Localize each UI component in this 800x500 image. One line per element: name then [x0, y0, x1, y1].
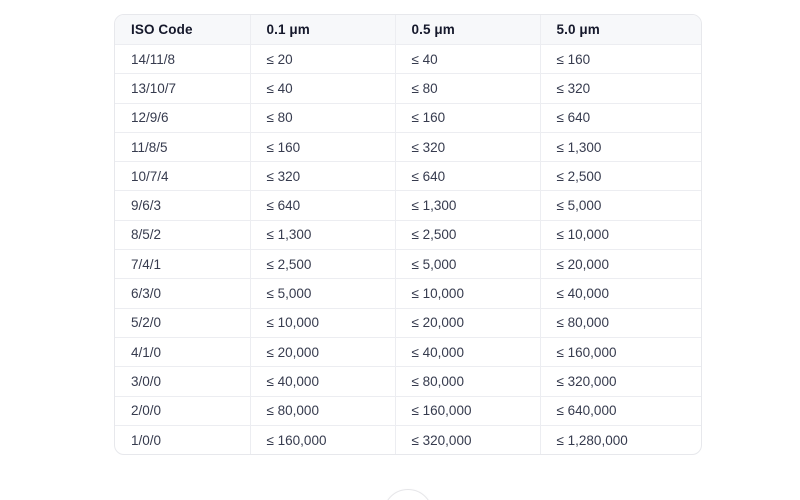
particle-count-cell: ≤ 320: [394, 131, 540, 162]
table-row: 6/3/0 ≤ 5,000 ≤ 10,000 ≤ 40,000: [115, 278, 701, 309]
iso-code-table-container: ISO Code 0.1 μm 0.5 μm 5.0 μm 14/11/8 ≤ 20 ≤ …: [114, 14, 702, 456]
particle-count-cell: ≤ 5,000: [394, 249, 540, 279]
iso-code-cell: 10/7/4: [115, 161, 250, 191]
table-row: 12/9/6 ≤ 80 ≤ 160 ≤ 640: [115, 102, 701, 133]
table-row: 4/1/0 ≤ 20,000 ≤ 40,000 ≤ 160,000: [115, 336, 701, 367]
particle-count-cell: ≤ 2,500: [539, 161, 701, 191]
particle-count-cell: ≤ 80: [249, 102, 395, 133]
iso-code-cell: 13/10/7: [115, 73, 250, 104]
table-body: 14/11/8 ≤ 20 ≤ 40 ≤ 160 13/10/7 ≤ 40 ≤ 80 ≤ 320…: [115, 43, 701, 455]
iso-code-cell: 1/0/0: [115, 424, 250, 455]
particle-count-cell: ≤ 10,000: [394, 278, 540, 309]
column-header: ISO Code: [115, 15, 250, 45]
table-row: 5/2/0 ≤ 10,000 ≤ 20,000 ≤ 80,000: [115, 307, 701, 338]
particle-count-cell: ≤ 320,000: [394, 424, 540, 455]
particle-count-cell: ≤ 320: [539, 73, 701, 104]
particle-count-cell: ≤ 40,000: [394, 336, 540, 367]
table-row: 10/7/4 ≤ 320 ≤ 640 ≤ 2,500: [115, 161, 701, 191]
table-header-row: ISO Code 0.1 μm 0.5 μm 5.0 μm: [115, 15, 701, 45]
table-row: 7/4/1 ≤ 2,500 ≤ 5,000 ≤ 20,000: [115, 249, 701, 279]
particle-count-cell: ≤ 40: [249, 73, 395, 104]
particle-count-cell: ≤ 2,500: [394, 219, 540, 250]
particle-count-cell: ≤ 40,000: [539, 278, 701, 309]
particle-count-cell: ≤ 10,000: [249, 307, 395, 338]
particle-count-cell: ≤ 1,300: [249, 219, 395, 250]
particle-count-cell: ≤ 80: [394, 73, 540, 104]
particle-count-cell: ≤ 20: [249, 43, 395, 74]
particle-count-cell: ≤ 5,000: [539, 190, 701, 221]
table-row: 8/5/2 ≤ 1,300 ≤ 2,500 ≤ 10,000: [115, 219, 701, 250]
particle-count-cell: ≤ 160,000: [394, 395, 540, 426]
particle-count-cell: ≤ 160: [539, 43, 701, 74]
table-row: 9/6/3 ≤ 640 ≤ 1,300 ≤ 5,000: [115, 190, 701, 221]
table-row: 13/10/7 ≤ 40 ≤ 80 ≤ 320: [115, 73, 701, 104]
table-row: 11/8/5 ≤ 160 ≤ 320 ≤ 1,300: [115, 131, 701, 162]
iso-code-cell: 2/0/0: [115, 395, 250, 426]
particle-count-cell: ≤ 1,300: [394, 190, 540, 221]
particle-count-cell: ≤ 10,000: [539, 219, 701, 250]
particle-count-cell: ≤ 160: [249, 131, 395, 162]
particle-count-cell: ≤ 80,000: [394, 366, 540, 397]
iso-code-cell: 6/3/0: [115, 278, 250, 309]
particle-count-cell: ≤ 1,300: [539, 131, 701, 162]
iso-code-cell: 12/9/6: [115, 102, 250, 133]
column-header: 5.0 μm: [539, 15, 701, 45]
particle-count-cell: ≤ 80,000: [249, 395, 395, 426]
particle-count-cell: ≤ 5,000: [249, 278, 395, 309]
particle-count-cell: ≤ 320,000: [539, 366, 701, 397]
table-row: 2/0/0 ≤ 80,000 ≤ 160,000 ≤ 640,000: [115, 395, 701, 426]
particle-count-cell: ≤ 160,000: [539, 336, 701, 367]
table-row: 14/11/8 ≤ 20 ≤ 40 ≤ 160: [115, 43, 701, 74]
particle-count-cell: ≤ 320: [249, 161, 395, 191]
floating-scroll-button[interactable]: [383, 489, 433, 500]
iso-code-cell: 3/0/0: [115, 366, 250, 397]
particle-count-cell: ≤ 640: [249, 190, 395, 221]
table-row: 1/0/0 ≤ 160,000 ≤ 320,000 ≤ 1,280,000: [115, 424, 701, 455]
particle-count-cell: ≤ 80,000: [539, 307, 701, 338]
column-header: 0.1 μm: [249, 15, 395, 45]
iso-code-cell: 5/2/0: [115, 307, 250, 338]
particle-count-cell: ≤ 2,500: [249, 249, 395, 279]
particle-count-cell: ≤ 640: [394, 161, 540, 191]
particle-count-cell: ≤ 160: [394, 102, 540, 133]
particle-count-cell: ≤ 1,280,000: [539, 424, 701, 455]
particle-count-cell: ≤ 40,000: [249, 366, 395, 397]
particle-count-cell: ≤ 20,000: [249, 336, 395, 367]
iso-code-cell: 14/11/8: [115, 43, 250, 74]
table-row: 3/0/0 ≤ 40,000 ≤ 80,000 ≤ 320,000: [115, 366, 701, 397]
particle-count-cell: ≤ 640: [539, 102, 701, 133]
iso-code-cell: 9/6/3: [115, 190, 250, 221]
particle-count-cell: ≤ 40: [394, 43, 540, 74]
iso-code-cell: 7/4/1: [115, 249, 250, 279]
particle-count-cell: ≤ 20,000: [539, 249, 701, 279]
particle-count-cell: ≤ 640,000: [539, 395, 701, 426]
particle-count-cell: ≤ 160,000: [249, 424, 395, 455]
iso-code-cell: 8/5/2: [115, 219, 250, 250]
particle-count-cell: ≤ 20,000: [394, 307, 540, 338]
column-header: 0.5 μm: [394, 15, 540, 45]
iso-code-cell: 11/8/5: [115, 131, 250, 162]
iso-code-table: ISO Code 0.1 μm 0.5 μm 5.0 μm 14/11/8 ≤ 20 ≤ …: [115, 15, 701, 455]
iso-code-cell: 4/1/0: [115, 336, 250, 367]
